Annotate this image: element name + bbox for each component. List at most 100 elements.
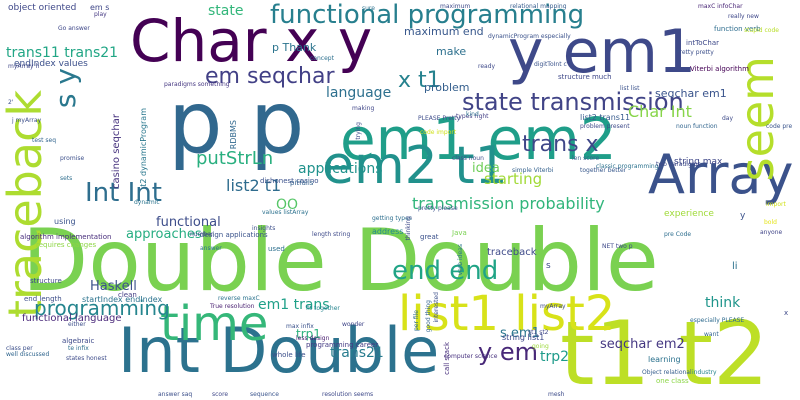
cloud-word: used	[268, 245, 285, 253]
cloud-word: verb ideas	[457, 244, 464, 276]
cloud-word: PLEASE Pretty	[418, 115, 461, 122]
cloud-word: problem present	[580, 123, 630, 130]
cloud-word: import	[766, 201, 786, 208]
cloud-word: trying	[355, 122, 362, 140]
cloud-word: seqchar em1	[655, 87, 727, 100]
cloud-word: functional language	[22, 313, 122, 324]
cloud-word: Array	[648, 143, 794, 206]
cloud-word: kind	[466, 111, 479, 118]
cloud-word: stupid code	[744, 27, 779, 34]
cloud-word: end length	[24, 295, 62, 303]
cloud-word: string max	[674, 157, 723, 167]
cloud-word: want	[704, 331, 719, 338]
cloud-word: values listArray	[262, 209, 309, 216]
cloud-word: class per	[6, 345, 33, 352]
cloud-word: getting types	[372, 215, 412, 222]
cloud-word: y em1	[508, 17, 697, 87]
cloud-word: list1 list2	[398, 286, 616, 342]
cloud-word: requires changes	[36, 241, 97, 249]
cloud-word: y	[740, 211, 746, 221]
cloud-word: design applications	[200, 231, 268, 239]
cloud-word: digitToInt c	[534, 61, 567, 68]
cloud-word: time	[160, 296, 269, 352]
cloud-word: sure	[362, 5, 375, 12]
cloud-word: idea	[472, 161, 500, 176]
cloud-word: Go answer	[58, 25, 90, 32]
cloud-word: s y	[49, 68, 82, 109]
cloud-word: s em1	[500, 326, 540, 341]
cloud-word: dynamic	[134, 199, 160, 206]
cloud-word: ready	[478, 63, 496, 70]
cloud-word: seem	[730, 56, 784, 182]
cloud-word: learning	[648, 355, 681, 364]
cloud-word: structure much	[558, 73, 612, 81]
cloud-word: score	[212, 391, 229, 398]
cloud-word: algorithm implementation	[20, 233, 112, 241]
cloud-word: j myArray	[12, 117, 42, 124]
cloud-word: traceback	[487, 247, 537, 258]
cloud-word: play	[94, 11, 107, 18]
cloud-word: function verb	[714, 25, 761, 33]
cloud-word: computer science	[444, 353, 498, 360]
cloud-word: trp1	[296, 327, 321, 341]
cloud-word: x t1	[398, 68, 441, 93]
cloud-word: answer saq	[158, 391, 193, 398]
cloud-word: resolution seems	[322, 391, 374, 398]
cloud-word: great	[420, 233, 439, 241]
cloud-word: Int Int	[85, 178, 162, 208]
cloud-word: maxC infoChar	[698, 3, 743, 10]
cloud-word: myArray	[540, 303, 566, 310]
cloud-word: state transmission	[462, 88, 684, 116]
cloud-word: two paradigms	[656, 161, 701, 168]
cloud-word: em seqchar	[205, 64, 335, 89]
cloud-word: t2 dynamicProgram	[139, 108, 148, 187]
cloud-word: types right	[456, 113, 489, 120]
cloud-word: day	[722, 115, 734, 122]
cloud-word: applications	[298, 161, 383, 177]
cloud-word: programming	[34, 296, 170, 320]
cloud-word: starting	[484, 170, 543, 188]
cloud-word: endIndex values	[14, 59, 88, 69]
cloud-word: len score	[572, 155, 600, 162]
cloud-word: trp2	[540, 349, 570, 365]
cloud-word: number	[190, 231, 214, 238]
cloud-word: pitfalls	[290, 179, 314, 187]
cloud-word: think	[705, 295, 741, 311]
cloud-word: object oriented	[8, 3, 77, 13]
cloud-word: te infix	[68, 345, 89, 352]
cloud-word: seqchar em2	[600, 337, 685, 352]
cloud-word: startIndex endIndex	[82, 295, 163, 304]
cloud-word: p p	[168, 73, 305, 173]
cloud-word: answer	[200, 245, 222, 252]
cloud-word: t1 t2	[560, 302, 769, 400]
cloud-word: list2 t1	[226, 176, 282, 195]
cloud-word: maximum end	[404, 25, 484, 38]
cloud-word: trans21	[330, 345, 384, 361]
cloud-word: classic programming	[596, 163, 659, 170]
cloud-word: together better	[580, 167, 627, 174]
cloud-word: st1 st2	[528, 329, 549, 336]
cloud-word: Java	[452, 229, 467, 237]
cloud-word: programming career	[306, 341, 379, 349]
cloud-word: promise	[60, 155, 85, 162]
cloud-word: li	[732, 261, 738, 272]
cloud-word: code import	[420, 129, 457, 136]
cloud-word: test seq	[32, 137, 57, 144]
cloud-word: Double Double	[22, 211, 659, 311]
cloud-word: functional	[156, 215, 221, 230]
cloud-word: wonder	[342, 321, 365, 328]
cloud-word: max infix	[286, 323, 314, 330]
cloud-word: reverse maxC	[218, 295, 260, 302]
cloud-word: putStrLn	[196, 148, 274, 169]
cloud-word: concept	[310, 55, 334, 62]
cloud-word: make	[436, 45, 467, 58]
cloud-word: class noun	[452, 155, 484, 162]
cloud-word: x	[784, 309, 789, 317]
cloud-word: em s	[90, 3, 110, 12]
cloud-word: NET two p	[602, 243, 633, 250]
cloud-word: True resolution	[210, 303, 255, 310]
cloud-word: length string	[312, 231, 351, 238]
cloud-word: especially PLEASE	[690, 317, 745, 324]
cloud-word: states honest	[66, 355, 107, 362]
cloud-word: functional programming	[270, 0, 585, 30]
